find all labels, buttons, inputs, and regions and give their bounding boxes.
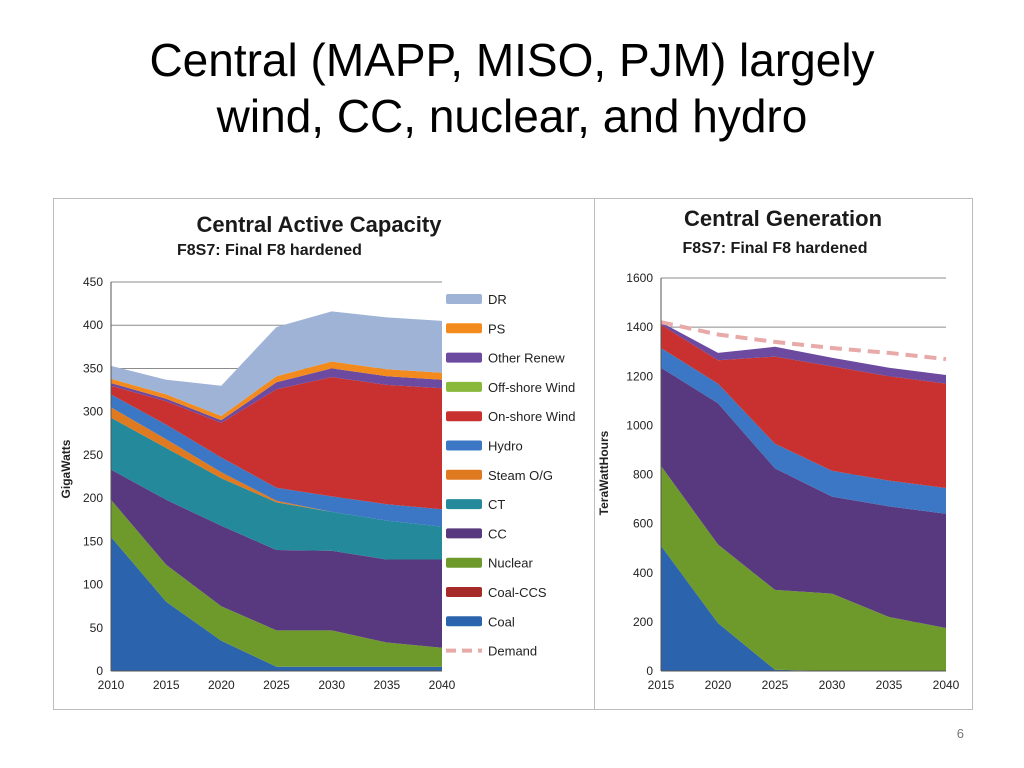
capacity-area-coal [111, 537, 442, 671]
legend-swatch-off-shore-wind [446, 381, 482, 392]
capacity-x-tick-label: 2010 [98, 678, 125, 692]
legend-label-steam-o-g: Steam O/G [488, 468, 553, 483]
capacity-chart: Central Active Capacity F8S7: Final F8 h… [59, 212, 575, 692]
generation-y-tick-label: 0 [646, 664, 653, 678]
capacity-y-tick-label: 50 [90, 621, 104, 635]
generation-y-tick-label: 600 [633, 517, 653, 531]
generation-area-other-renew [661, 322, 946, 384]
capacity-area-ps [111, 361, 442, 421]
legend-label-cc: CC [488, 526, 507, 541]
page-number: 6 [956, 726, 964, 741]
legend-swatch-coal [446, 616, 482, 627]
legend-swatch-other-renew [446, 352, 482, 363]
capacity-chart-subtitle: F8S7: Final F8 hardened [177, 242, 362, 259]
generation-demand-line [660, 320, 947, 362]
capacity-area-hydro [111, 394, 442, 527]
capacity-y-axis-label: GigaWatts [59, 439, 73, 498]
generation-x-tick-label: 2030 [819, 678, 846, 692]
generation-y-tick-label: 1000 [626, 418, 653, 432]
capacity-y-tick-label: 0 [96, 664, 103, 678]
chart-frame: Central Active Capacity F8S7: Final F8 h… [53, 198, 973, 710]
generation-x-tick-label: 2015 [648, 678, 675, 692]
legend-swatch-ps [446, 323, 482, 334]
capacity-x-tick-label: 2020 [208, 678, 235, 692]
capacity-y-tick-label: 400 [83, 318, 103, 332]
legend-label-hydro: Hydro [488, 439, 523, 454]
capacity-area-on-shore-wind [111, 377, 442, 510]
legend-label-dr: DR [488, 292, 507, 307]
generation-chart-subtitle: F8S7: Final F8 hardened [683, 240, 868, 257]
slide-title-line-2: wind, CC, nuclear, and hydro [216, 90, 808, 142]
capacity-area-cc [111, 469, 442, 648]
legend-swatch-steam-o-g [446, 469, 482, 480]
legend-label-other-renew: Other Renew [488, 351, 565, 366]
generation-x-tick-label: 2040 [933, 678, 960, 692]
generation-y-tick-label: 1400 [626, 320, 653, 334]
capacity-x-tick-label: 2040 [429, 678, 456, 692]
legend-swatch-cc [446, 528, 482, 539]
legend-label-off-shore-wind: Off-shore Wind [488, 380, 575, 395]
capacity-y-tick-label: 100 [83, 578, 103, 592]
generation-chart-title: Central Generation [684, 206, 882, 231]
generation-y-tick-label: 1600 [626, 271, 653, 285]
generation-x-tick-label: 2020 [705, 678, 732, 692]
capacity-x-tick-label: 2025 [263, 678, 290, 692]
capacity-y-tick-label: 450 [83, 275, 103, 289]
legend-label-on-shore-wind: On-shore Wind [488, 409, 575, 424]
slide-title-line-1: Central (MAPP, MISO, PJM) largely [149, 34, 875, 86]
generation-area-cc [661, 367, 946, 628]
generation-y-tick-label: 1200 [626, 369, 653, 383]
generation-y-tick-label: 800 [633, 468, 653, 482]
legend-label-coal-ccs: Coal-CCS [488, 585, 547, 600]
legend-label-coal: Coal [488, 614, 515, 629]
generation-chart: Central Generation F8S7: Final F8 harden… [597, 206, 960, 692]
capacity-x-tick-label: 2035 [373, 678, 400, 692]
chart-divider [594, 198, 595, 710]
capacity-chart-title: Central Active Capacity [197, 212, 443, 237]
capacity-area-nuclear [111, 499, 442, 667]
legend-swatch-ct [446, 499, 482, 510]
capacity-area-dr [111, 311, 442, 416]
generation-area-on-shore-wind [661, 324, 946, 488]
legend-label-nuclear: Nuclear [488, 556, 533, 571]
capacity-area-ct [111, 417, 442, 560]
capacity-y-tick-label: 150 [83, 534, 103, 548]
generation-area-nuclear [661, 465, 946, 671]
capacity-x-tick-label: 2030 [318, 678, 345, 692]
generation-x-tick-label: 2025 [762, 678, 789, 692]
capacity-x-tick-label: 2015 [153, 678, 180, 692]
legend-swatch-dr [446, 294, 482, 304]
legend-label-demand: Demand [488, 644, 537, 659]
legend-label-ps: PS [488, 321, 506, 336]
legend-swatch-on-shore-wind [446, 411, 482, 422]
capacity-y-tick-label: 250 [83, 448, 103, 462]
generation-y-tick-label: 200 [633, 615, 653, 629]
generation-area-hydro [661, 348, 946, 514]
legend-swatch-coal-ccs [446, 587, 482, 597]
generation-y-axis-label: TeraWattHours [597, 430, 611, 515]
capacity-y-tick-label: 300 [83, 405, 103, 419]
generation-y-tick-label: 400 [633, 566, 653, 580]
generation-x-tick-label: 2035 [876, 678, 903, 692]
slide-title: Central (MAPP, MISO, PJM) largely wind, … [0, 32, 1024, 144]
legend-swatch-hydro [446, 440, 482, 451]
legend-swatch-nuclear [446, 557, 482, 568]
capacity-y-tick-label: 350 [83, 361, 103, 375]
legend-label-ct: CT [488, 497, 505, 512]
capacity-y-tick-label: 200 [83, 491, 103, 505]
generation-area-coal [661, 545, 946, 671]
